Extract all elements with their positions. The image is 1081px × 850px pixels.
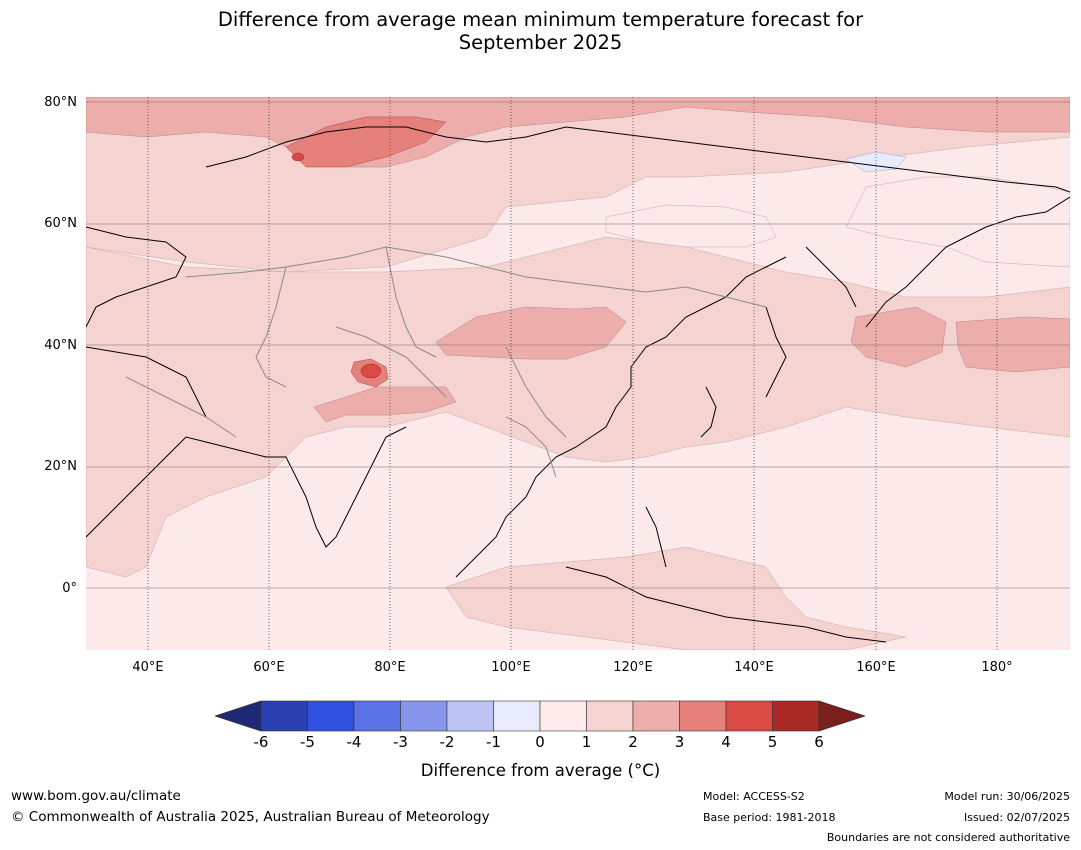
colorbar-cell (632, 700, 680, 732)
colorbar-cell (679, 700, 727, 732)
copyright-text: © Commonwealth of Australia 2025, Austra… (11, 809, 490, 825)
forecast-map (86, 97, 1070, 650)
colorbar-tick-label: -6 (253, 733, 269, 751)
lon-label-160e: 160°E (856, 660, 896, 675)
colorbar-cell (353, 700, 401, 732)
colorbar-cell (539, 700, 587, 732)
base-period-text: Base period: 1981-2018 (703, 811, 836, 824)
colorbar-cell (725, 700, 773, 732)
anomaly-band-neg1-0 (845, 151, 907, 173)
lat-label-60n: 60°N (44, 216, 77, 231)
colorbar-extension-low (215, 700, 262, 732)
colorbar-tick-label: -4 (346, 733, 362, 751)
anomaly-band-1-2 (86, 97, 1070, 650)
colorbar-tick-label: -2 (439, 733, 455, 751)
coastlines (86, 126, 1070, 643)
colorbar-extension-high (818, 700, 865, 732)
colorbar-tick-label: 5 (767, 733, 778, 751)
colorbar (215, 700, 865, 732)
colorbar-cell (772, 700, 820, 732)
colorbar-cell (586, 700, 634, 732)
longitude-gridlines (147, 97, 998, 650)
colorbar-tick-label: -3 (393, 733, 408, 751)
colorbar-tick-label: 1 (581, 733, 592, 751)
title-line-1: Difference from average mean minimum tem… (217, 8, 864, 31)
map-title: Difference from average mean minimum tem… (0, 8, 1081, 54)
disclaimer-text: Boundaries are not considered authoritat… (826, 831, 1070, 844)
colorbar-tick-label: 4 (721, 733, 731, 751)
anomaly-band-4-5 (291, 152, 382, 379)
lat-label-20n: 20°N (44, 459, 77, 474)
colorbar-cell (493, 700, 541, 732)
colorbar-tick-label: 3 (674, 733, 685, 751)
latitude-gridlines (86, 101, 1070, 589)
country-borders (125, 246, 767, 478)
colorbar-cell (400, 700, 448, 732)
colorbar-cell (260, 700, 308, 732)
colorbar-cell (307, 700, 355, 732)
title-line-2: September 2025 (458, 31, 623, 54)
lon-label-180: 180° (981, 660, 1013, 675)
issued-text: Issued: 02/07/2025 (963, 811, 1070, 824)
colorbar-tick-label: -5 (300, 733, 315, 751)
colorbar-tick-label: -1 (486, 733, 501, 751)
model-text: Model: ACCESS-S2 (703, 790, 805, 803)
website-link[interactable]: www.bom.gov.au/climate (11, 788, 181, 804)
map-canvas (86, 97, 1070, 650)
lat-label-80n: 80°N (44, 95, 77, 110)
colorbar-label: Difference from average (°C) (420, 761, 661, 780)
lon-label-140e: 140°E (734, 660, 774, 675)
lon-label-60e: 60°E (253, 660, 285, 675)
colorbar-tick-label: 0 (535, 733, 545, 751)
lon-label-40e: 40°E (132, 660, 164, 675)
colorbar-tick-label: 6 (814, 733, 824, 751)
colorbar-tick-label: 2 (628, 733, 638, 751)
colorbar-cell (446, 700, 494, 732)
lon-label-100e: 100°E (491, 660, 531, 675)
model-run-text: Model run: 30/06/2025 (944, 790, 1070, 803)
lon-label-80e: 80°E (374, 660, 406, 675)
lon-label-120e: 120°E (613, 660, 653, 675)
lat-label-0: 0° (62, 581, 77, 596)
lat-label-40n: 40°N (44, 338, 77, 353)
